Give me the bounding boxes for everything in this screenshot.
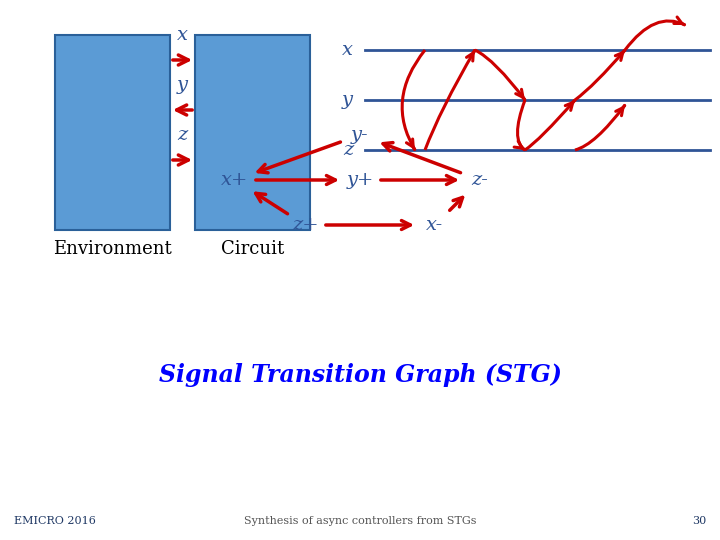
Text: Signal Transition Graph (STG): Signal Transition Graph (STG) <box>158 363 562 387</box>
Text: EMICRO 2016: EMICRO 2016 <box>14 516 96 526</box>
Text: Environment: Environment <box>53 240 172 258</box>
Text: x: x <box>342 41 353 59</box>
Text: z: z <box>177 126 188 144</box>
Bar <box>55 35 170 230</box>
Text: Synthesis of async controllers from STGs: Synthesis of async controllers from STGs <box>244 516 476 526</box>
Text: y+: y+ <box>346 171 374 189</box>
Text: x-: x- <box>426 216 444 234</box>
Text: z-: z- <box>472 171 488 189</box>
Text: x: x <box>177 26 188 44</box>
Text: y: y <box>177 76 188 94</box>
Text: y-: y- <box>351 126 369 144</box>
Text: y: y <box>342 91 353 109</box>
Text: z: z <box>343 141 353 159</box>
Text: x+: x+ <box>221 171 248 189</box>
Text: Circuit: Circuit <box>221 240 284 258</box>
Text: z+: z+ <box>292 216 318 234</box>
Text: 30: 30 <box>692 516 706 526</box>
Bar <box>195 35 310 230</box>
